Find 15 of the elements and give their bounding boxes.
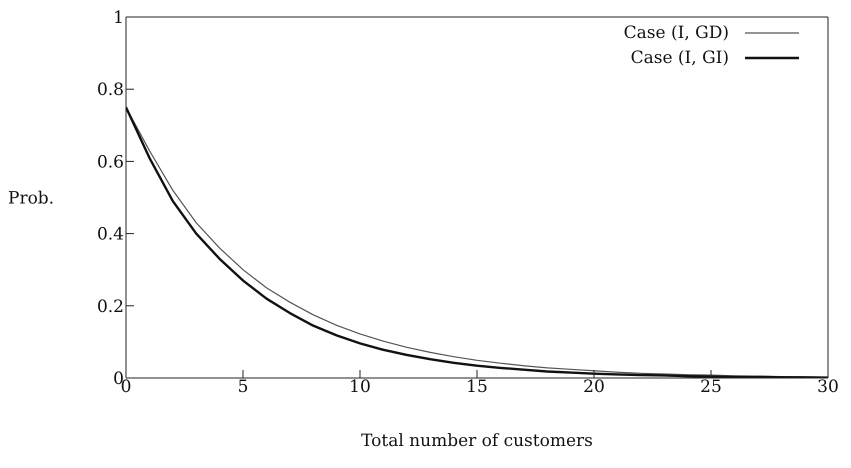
x-tick-label: 25 bbox=[700, 377, 722, 398]
y-tick-label: 0.6 bbox=[96, 152, 124, 172]
y-tick-label: 0.2 bbox=[96, 296, 124, 317]
legend-label: Case (I, GI) bbox=[630, 48, 729, 68]
y-tick-label: 0.8 bbox=[96, 80, 124, 100]
x-tick-label: 15 bbox=[466, 377, 488, 398]
y-tick-label: 0.4 bbox=[96, 224, 124, 245]
y-axis-title: Prob. bbox=[8, 188, 54, 208]
x-tick-label: 5 bbox=[238, 377, 248, 398]
legend-label: Case (I, GD) bbox=[624, 22, 729, 42]
x-tick-label: 10 bbox=[349, 377, 371, 398]
x-tick-label: 20 bbox=[583, 377, 605, 398]
x-tick-label: 30 bbox=[817, 377, 839, 398]
x-axis-title: Total number of customers bbox=[361, 431, 593, 451]
y-tick-label: 1 bbox=[113, 8, 124, 28]
